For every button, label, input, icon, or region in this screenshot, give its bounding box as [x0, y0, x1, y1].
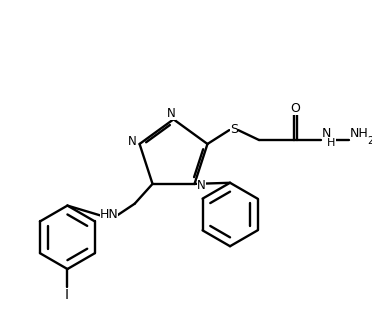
Text: S: S [230, 123, 238, 136]
Text: NH: NH [350, 126, 369, 140]
Text: N: N [167, 107, 176, 120]
Text: N: N [197, 179, 206, 192]
Text: N: N [322, 126, 331, 140]
Text: N: N [128, 136, 137, 148]
Text: HN: HN [100, 208, 118, 221]
Text: O: O [290, 102, 300, 115]
Text: H: H [327, 138, 336, 148]
Text: 2: 2 [367, 136, 372, 146]
Text: I: I [64, 288, 68, 302]
